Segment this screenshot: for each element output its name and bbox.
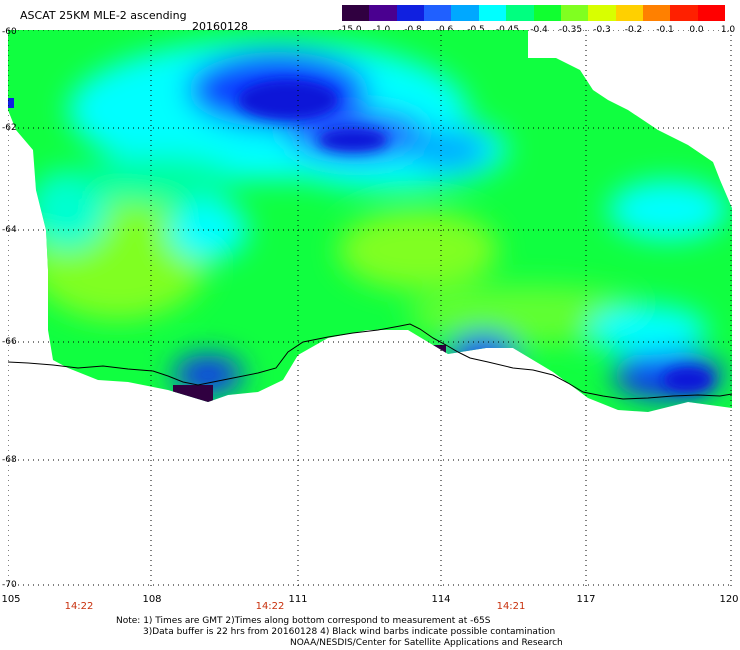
colorbar-swatch [396, 5, 425, 21]
colorbar [342, 5, 726, 21]
lon-label-105: 105 [1, 594, 21, 605]
lat-label-64: -64 [2, 225, 17, 235]
colorbar-swatch [369, 5, 397, 21]
lat-label-68: -68 [2, 455, 17, 465]
pass-time-label: 14:22 [64, 601, 94, 612]
colorbar-tick-label: 0.0 [689, 25, 704, 35]
colorbar-swatch [670, 5, 698, 21]
colorbar-swatch [588, 5, 616, 21]
colorbar-swatch [451, 5, 479, 21]
colorbar-tick-label: -0.3 [593, 25, 611, 35]
colorbar-swatch [697, 5, 726, 21]
lon-label-114: 114 [431, 594, 451, 605]
wind-field [8, 30, 732, 412]
pass-time-label: 14:22 [255, 601, 285, 612]
lat-label-66: -66 [2, 337, 17, 347]
lon-label-108: 108 [142, 594, 162, 605]
map-title: ASCAT 25KM MLE-2 ascending [20, 9, 187, 22]
lat-label-60: -60 [2, 27, 17, 37]
note-line-3: NOAA/NESDIS/Center for Satellite Applica… [290, 638, 563, 648]
lon-label-120: 120 [719, 594, 739, 605]
colorbar-swatch [424, 5, 452, 21]
lat-label-70: -70 [2, 580, 17, 590]
colorbar-swatch [478, 5, 507, 21]
colorbar-tick-label: -0.1 [656, 25, 674, 35]
wind-map [8, 30, 732, 586]
lon-label-111: 111 [288, 594, 308, 605]
colorbar-swatch [533, 5, 561, 21]
note-line-1: Note: 1) Times are GMT 2)Times along bot… [116, 616, 491, 626]
colorbar-swatch [560, 5, 589, 21]
graticule [8, 30, 732, 586]
colorbar-swatch [642, 5, 671, 21]
pass-time-label: 14:21 [496, 601, 526, 612]
coastline [8, 323, 732, 400]
colorbar-swatch [342, 5, 370, 21]
lon-label-117: 117 [576, 594, 596, 605]
colorbar-swatch [506, 5, 534, 21]
lat-label-62: -62 [2, 123, 17, 133]
note-line-2: 3)Data buffer is 22 hrs from 20160128 4)… [143, 627, 556, 637]
colorbar-swatch [615, 5, 643, 21]
colorbar-tick-label: -0.35 [558, 25, 583, 35]
